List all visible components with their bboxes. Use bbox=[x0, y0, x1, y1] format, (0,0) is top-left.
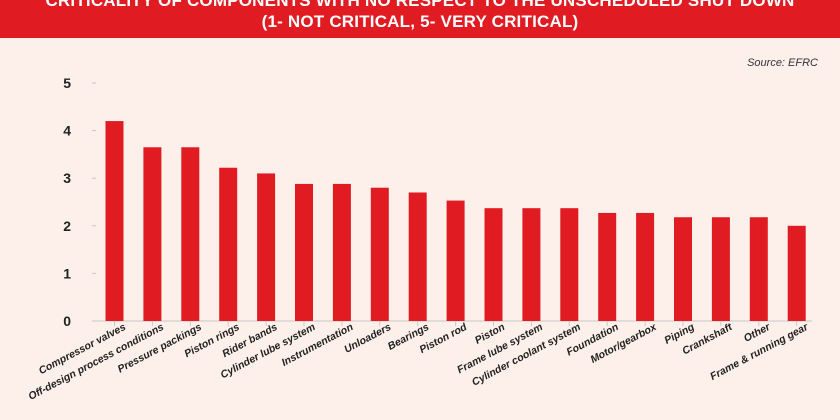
y-tick-label: 4 bbox=[63, 123, 71, 139]
bar bbox=[674, 217, 692, 321]
title-banner: CRITICALITY OF COMPONENTS WITH NO RESPEC… bbox=[0, 0, 840, 38]
bar bbox=[408, 192, 427, 321]
y-tick-label: 1 bbox=[63, 265, 71, 281]
bar bbox=[560, 208, 579, 321]
bar bbox=[219, 167, 238, 321]
bar bbox=[636, 212, 655, 321]
chart-title-line-1: CRITICALITY OF COMPONENTS WITH NO RESPEC… bbox=[45, 0, 795, 10]
chart-title-line-2: (1- NOT CRITICAL, 5- VERY CRITICAL) bbox=[261, 12, 579, 31]
bar bbox=[522, 208, 541, 321]
y-tick-label: 5 bbox=[63, 75, 71, 91]
bar bbox=[143, 147, 162, 321]
bar bbox=[598, 212, 617, 321]
bar bbox=[181, 147, 200, 321]
bar bbox=[332, 183, 351, 321]
y-tick-label: 3 bbox=[63, 170, 71, 186]
bar bbox=[370, 187, 389, 321]
bar bbox=[295, 183, 313, 321]
bar bbox=[484, 208, 503, 321]
y-tick-label: 0 bbox=[63, 313, 71, 329]
y-tick-label: 2 bbox=[63, 218, 71, 234]
bar bbox=[446, 200, 465, 321]
source-note: Source: EFRC bbox=[747, 57, 818, 69]
bar bbox=[257, 173, 276, 321]
bar bbox=[105, 121, 124, 321]
bar bbox=[749, 217, 768, 321]
bar bbox=[787, 225, 806, 321]
x-tick-label: Motor/gearbox bbox=[588, 321, 659, 366]
bar bbox=[711, 217, 730, 321]
